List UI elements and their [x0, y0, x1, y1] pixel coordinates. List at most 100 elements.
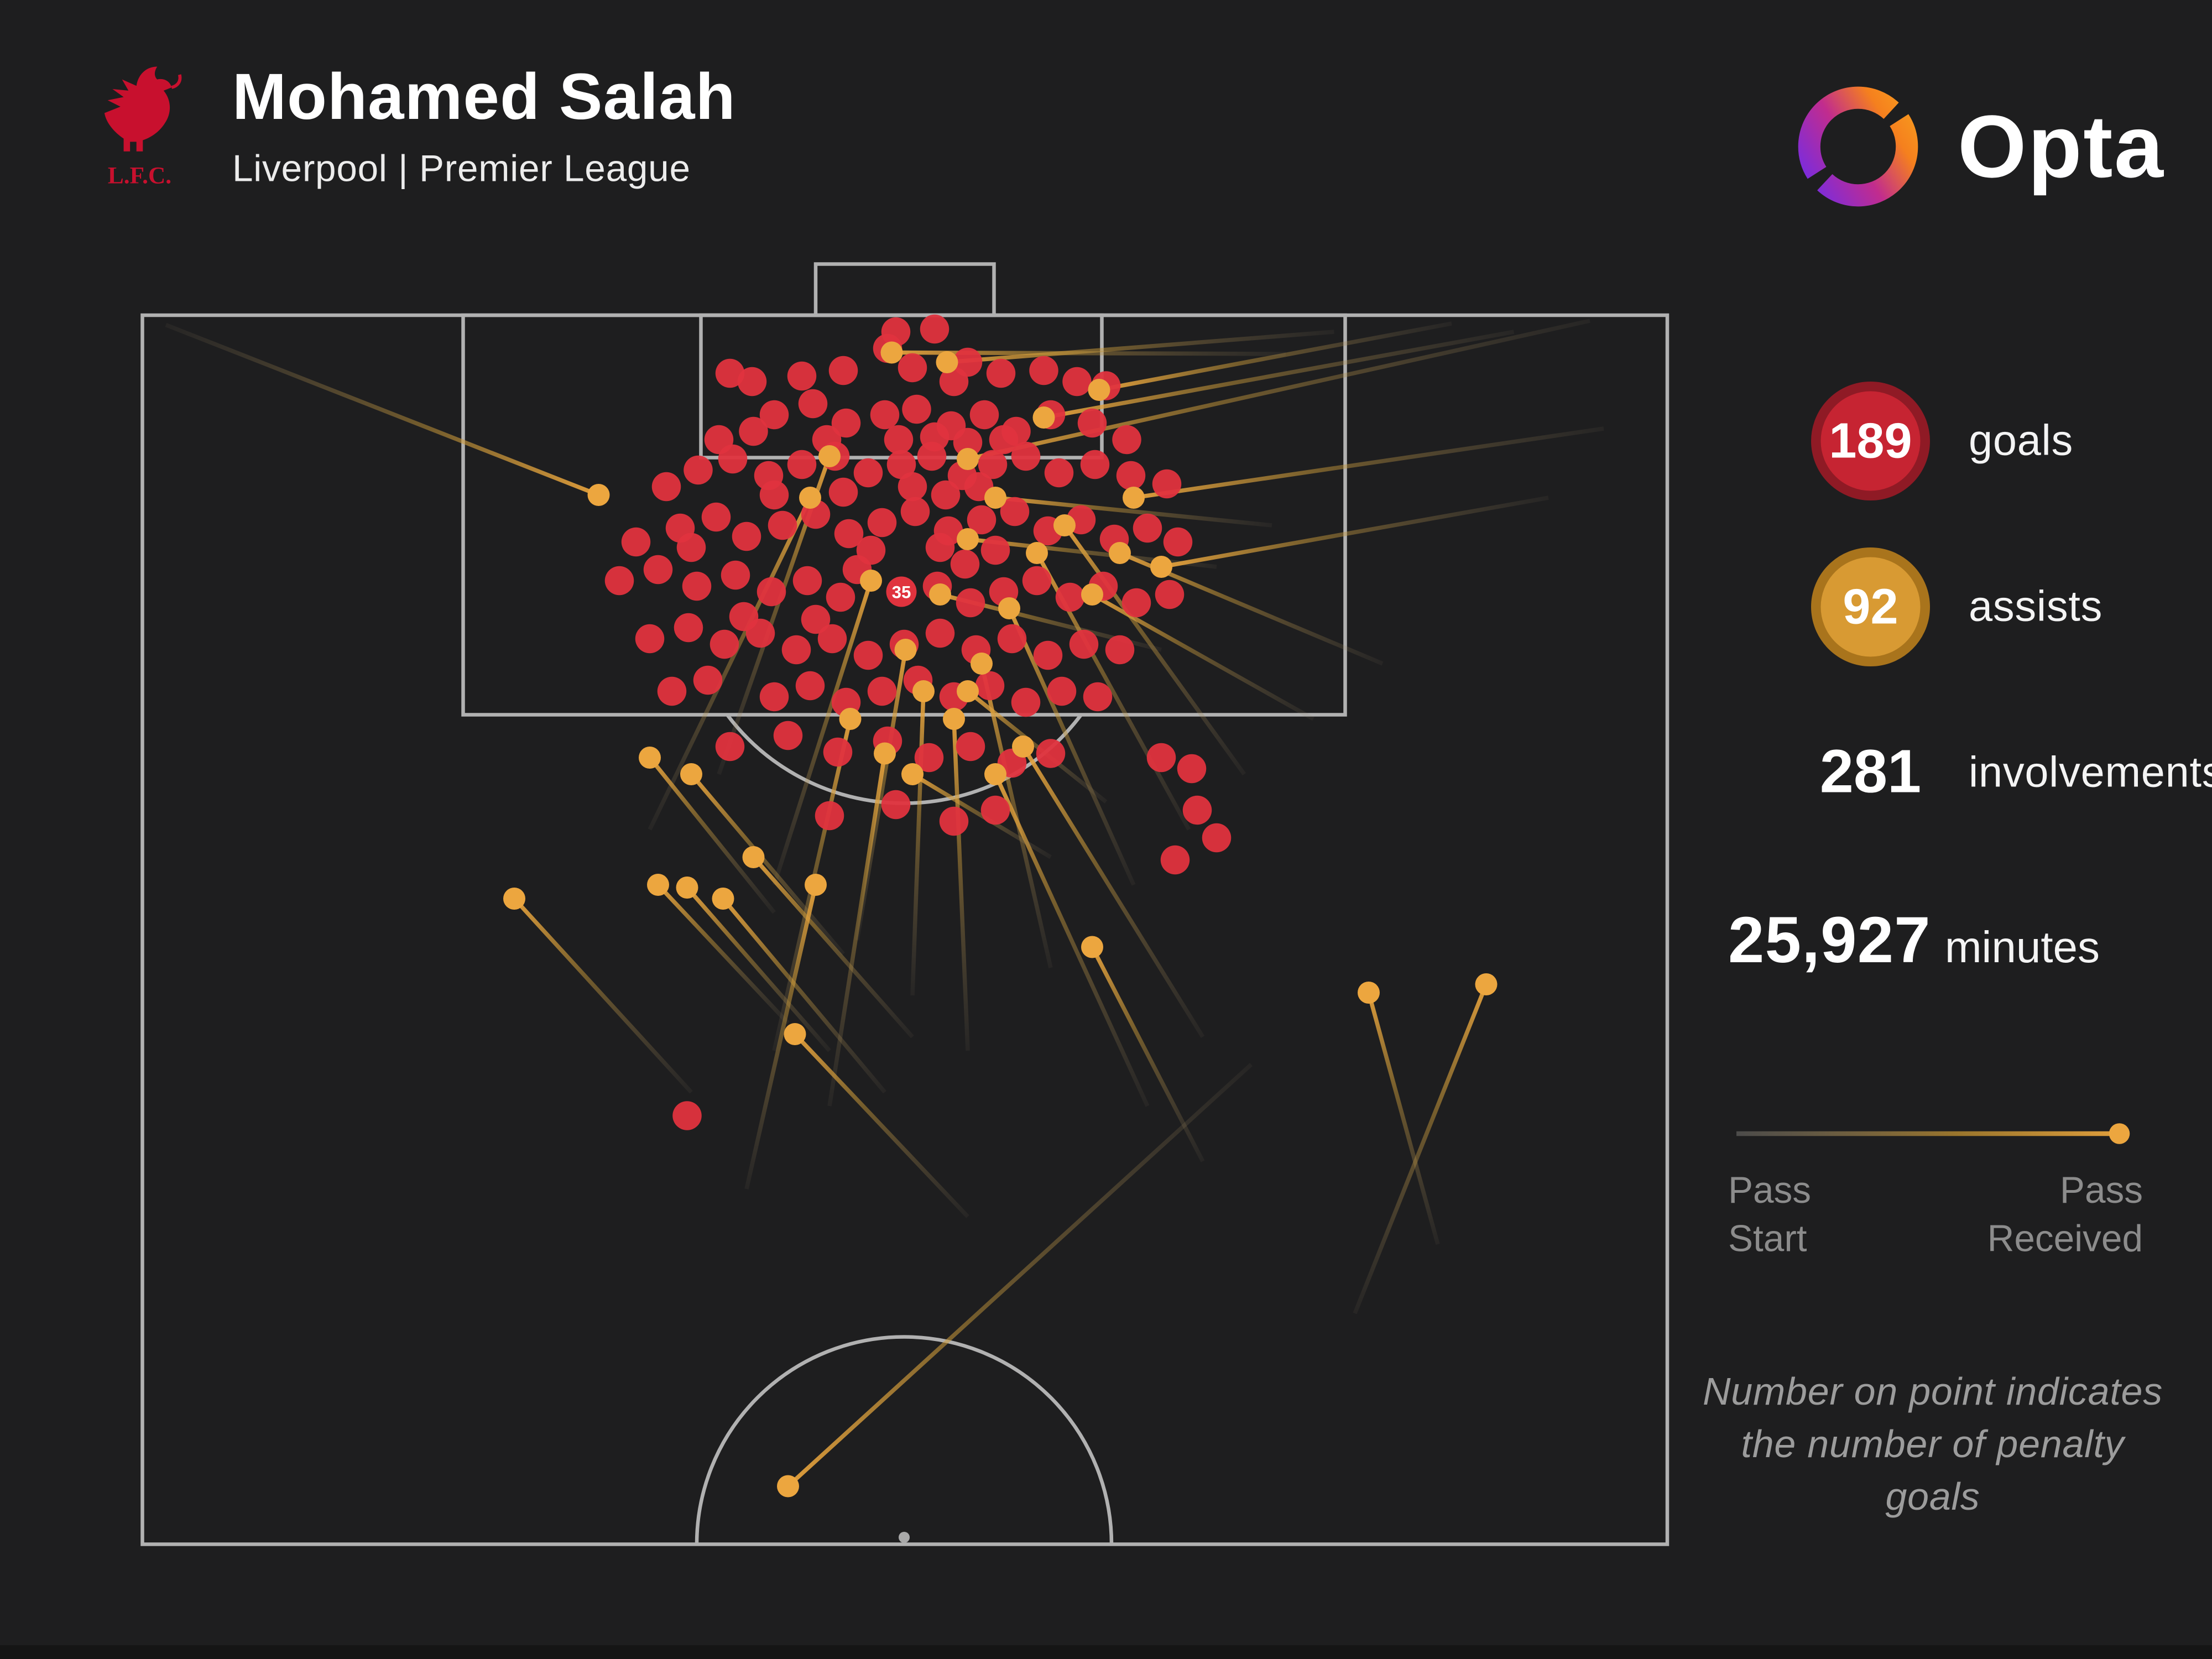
- goal-dot: [1055, 582, 1085, 612]
- goal-dot: [674, 613, 703, 643]
- goal-dot: [1044, 458, 1074, 488]
- goal-dot: [870, 400, 900, 430]
- assist-line: [1133, 426, 1604, 500]
- goal-dot: [676, 533, 706, 562]
- goal-dot: [635, 624, 665, 654]
- penalty-note-line1: Number on point indicates: [1702, 1370, 2163, 1413]
- goal-dot: [956, 588, 985, 618]
- goal-dot: [1146, 743, 1176, 773]
- legend-pass-received-line2: Received: [1987, 1218, 2143, 1260]
- goal-dot: [1155, 580, 1185, 609]
- assist-received-dot: [971, 653, 993, 675]
- goal-dot: [709, 629, 739, 659]
- goal-dot: [823, 737, 853, 767]
- stat-minutes: 25,927 minutes: [1728, 901, 2100, 978]
- assist-line: [1353, 983, 1488, 1314]
- opta-logo-icon: [1798, 86, 1918, 207]
- goal-dot: [817, 624, 847, 654]
- centre-spot: [899, 1532, 910, 1543]
- penalty-note: Number on point indicates the number of …: [1698, 1366, 2168, 1522]
- goal-dot: [853, 458, 883, 488]
- goal-dot: [925, 618, 955, 648]
- goal-dot: [939, 367, 969, 397]
- goal-dot: [781, 635, 811, 665]
- goal-dot: [1011, 441, 1041, 471]
- assist-received-dot: [818, 445, 841, 467]
- assist-received-dot: [880, 341, 903, 364]
- goal-dot: [801, 604, 831, 634]
- goal-dot: [787, 361, 817, 391]
- assist-received-dot: [929, 583, 951, 606]
- title-block: Mohamed Salah Liverpool | Premier League: [232, 53, 736, 191]
- assist-line: [993, 773, 1150, 1107]
- assist-line: [513, 897, 693, 1094]
- assist-line: [690, 773, 845, 956]
- assist-line: [952, 718, 970, 1051]
- legend-labels: Pass Start Pass Received: [1728, 1167, 2143, 1264]
- goal-dot: [1029, 356, 1058, 385]
- goal-dot: [939, 806, 969, 836]
- goal-dot: [1177, 754, 1207, 784]
- goal-dot: [1152, 469, 1182, 499]
- assist-received-dot: [936, 351, 958, 373]
- assist-line: [685, 886, 831, 1052]
- assist-line: [967, 537, 1217, 569]
- assist-line: [793, 1032, 969, 1218]
- goal-dot: [1011, 687, 1041, 717]
- assist-dots-layer: [503, 341, 1498, 1498]
- assist-line: [827, 753, 887, 1107]
- assist-received-dot: [587, 484, 610, 506]
- goal-dot: [828, 356, 858, 385]
- assist-line: [1098, 321, 1452, 392]
- page-subtitle: Liverpool | Premier League: [232, 148, 691, 190]
- goal-dot: [898, 353, 927, 383]
- goal-dot: [715, 358, 745, 388]
- goal-dot: [721, 560, 750, 590]
- assist-received-dot: [805, 874, 827, 896]
- goal-dot: [729, 602, 759, 632]
- assist-received-dot: [1088, 379, 1110, 401]
- goal-dot: [1077, 408, 1107, 438]
- bottom-strip: [0, 1645, 2212, 1659]
- goal-dot: [682, 571, 712, 601]
- opta-brand: Opta: [1794, 83, 2164, 210]
- goal-dot: [815, 801, 844, 831]
- centre-circle: [695, 1335, 1114, 1545]
- assist-line: [1161, 495, 1549, 569]
- goal-dot: [956, 732, 985, 761]
- assist-received-dot: [777, 1475, 799, 1498]
- goal-dot: [1080, 450, 1110, 479]
- involvements-value: 281: [1819, 738, 1922, 806]
- assist-line: [648, 756, 776, 914]
- goal-dot: [975, 671, 1005, 701]
- assist-line: [1366, 992, 1440, 1245]
- goal-dot: [900, 497, 930, 526]
- goal-dot: [881, 790, 911, 820]
- goal-dot: [953, 427, 983, 457]
- assist-received-dot: [957, 528, 979, 550]
- header: L.F.C. Mohamed Salah Liverpool | Premier…: [88, 53, 736, 199]
- pass-legend-line: [1736, 1123, 2130, 1144]
- assist-line: [772, 580, 873, 886]
- goals-label: goals: [1969, 416, 2074, 465]
- assist-received-dot: [998, 597, 1020, 619]
- assist-line: [911, 772, 1052, 859]
- goal-dot: [795, 671, 825, 701]
- goal-dot: [1069, 629, 1099, 659]
- legend-pass-received: Pass Received: [1987, 1167, 2143, 1264]
- goal-dot: [1083, 682, 1113, 712]
- goal-dot: [834, 519, 864, 549]
- goal-dot: [867, 676, 897, 706]
- pass-legend: Pass Start Pass Received: [1728, 1120, 2143, 1264]
- liverpool-crest: L.F.C.: [104, 66, 182, 189]
- assist-received-dot: [894, 639, 917, 661]
- assist-received-dot: [1081, 583, 1103, 606]
- assist-lines-layer: [165, 319, 1604, 1488]
- assist-received-dot: [1053, 514, 1076, 536]
- goal-dot: [1160, 845, 1190, 875]
- goal-dot: [672, 1101, 702, 1130]
- goal-dot: [1033, 640, 1063, 670]
- stat-goals: 189 goals: [1811, 382, 2073, 500]
- opta-wordmark: Opta: [1958, 97, 2165, 196]
